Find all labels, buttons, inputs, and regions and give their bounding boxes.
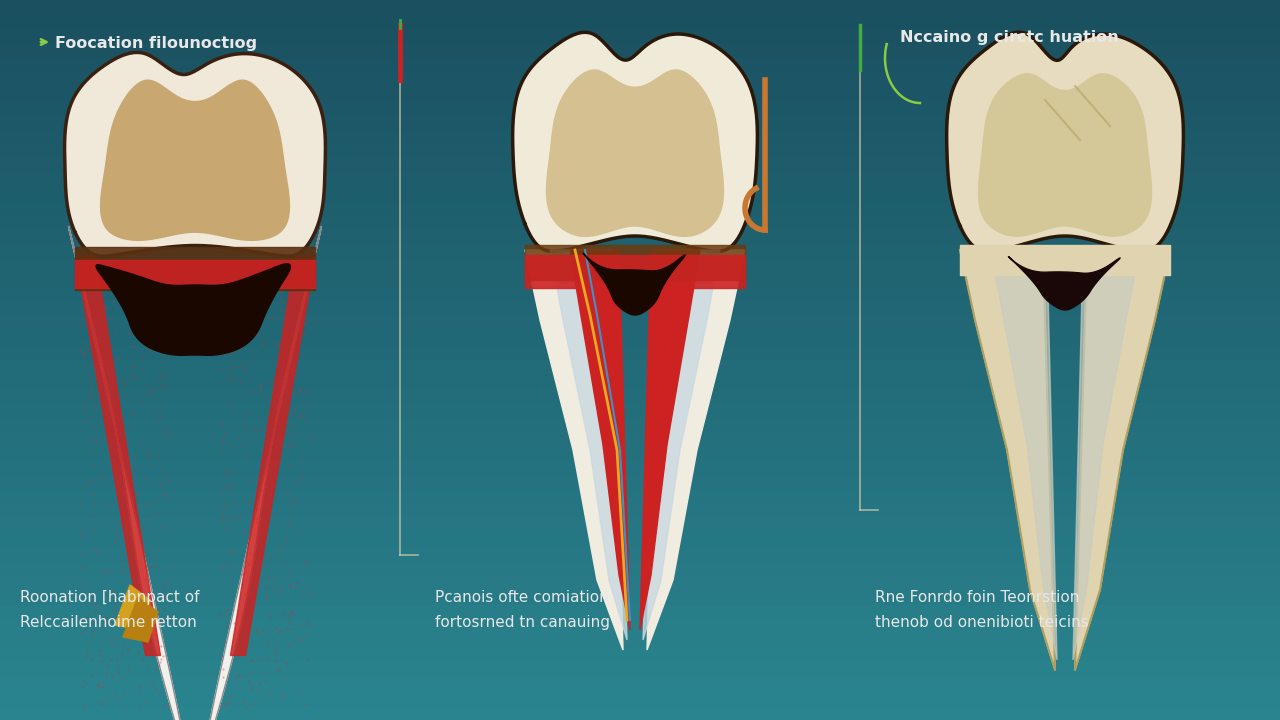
Bar [0,158,1280,173]
Text: Pcanois ofte comiation: Pcanois ofte comiation [435,590,609,605]
Polygon shape [64,53,325,256]
Polygon shape [206,226,321,720]
Polygon shape [1009,256,1120,310]
Bar [0,504,1280,518]
Bar [0,475,1280,490]
Bar [0,634,1280,648]
Bar [0,648,1280,662]
Bar [0,58,1280,72]
Bar [0,317,1280,331]
Bar [0,490,1280,504]
Bar [0,43,1280,58]
Bar [0,302,1280,317]
Polygon shape [1075,250,1170,670]
Polygon shape [1073,250,1140,660]
Bar [0,576,1280,590]
Bar [0,590,1280,605]
Bar [0,547,1280,562]
Bar [0,360,1280,374]
Bar [0,518,1280,533]
Polygon shape [960,250,1055,670]
Bar [0,274,1280,288]
Bar [0,245,1280,259]
Bar [0,187,1280,202]
Polygon shape [69,226,184,720]
Bar [0,72,1280,86]
Bar [0,432,1280,446]
Bar [0,288,1280,302]
Text: Foocation filounoctıog: Foocation filounoctıog [55,36,257,51]
Polygon shape [640,250,700,630]
Bar [0,346,1280,360]
Polygon shape [978,73,1152,236]
Bar [0,101,1280,115]
Bar [0,418,1280,432]
Bar [0,14,1280,29]
Polygon shape [96,264,291,355]
Polygon shape [570,250,630,630]
Bar [0,86,1280,101]
Polygon shape [550,250,627,640]
Bar [0,144,1280,158]
Polygon shape [115,585,150,630]
Bar [0,706,1280,720]
Bar [0,130,1280,144]
Bar [0,562,1280,576]
Bar [0,389,1280,403]
Bar [0,691,1280,706]
Bar [0,29,1280,43]
Text: Roonation [habnpact of: Roonation [habnpact of [20,590,200,605]
Bar [0,202,1280,216]
Bar [0,619,1280,634]
Bar [0,677,1280,691]
Bar [0,533,1280,547]
Polygon shape [547,70,723,236]
Bar [0,605,1280,619]
Bar [0,259,1280,274]
Text: Rne Fonrdo foin Teonrstion: Rne Fonrdo foin Teonrstion [876,590,1079,605]
Bar [0,0,1280,14]
Polygon shape [947,32,1184,251]
Polygon shape [123,597,157,642]
Text: Nccaino g circtc huation: Nccaino g circtc huation [900,30,1119,45]
Text: thenob od onenibioti teicins: thenob od onenibioti teicins [876,615,1089,630]
Bar [0,173,1280,187]
Text: Relccailenhoime retton: Relccailenhoime retton [20,615,197,630]
Polygon shape [512,32,758,251]
Polygon shape [525,250,623,650]
Polygon shape [646,250,745,650]
Polygon shape [101,80,289,240]
Bar [0,374,1280,389]
Bar [0,216,1280,230]
Text: fortosrned tn canauing: fortosrned tn canauing [435,615,611,630]
Bar [0,461,1280,475]
Polygon shape [989,250,1057,660]
Bar [0,331,1280,346]
Bar [0,446,1280,461]
Bar [0,403,1280,418]
Bar [0,230,1280,245]
Bar [0,115,1280,130]
Polygon shape [584,253,685,315]
Bar [0,662,1280,677]
Polygon shape [643,250,719,640]
